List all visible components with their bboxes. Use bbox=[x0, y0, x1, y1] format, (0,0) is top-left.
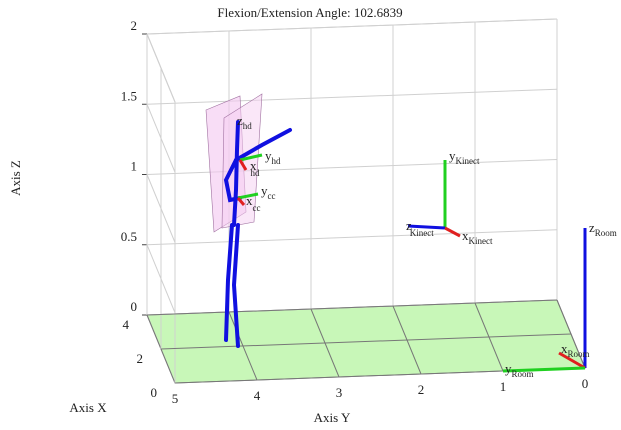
frame-axis bbox=[407, 224, 446, 230]
grid-line bbox=[146, 18, 558, 35]
y-tick-label: 4 bbox=[254, 388, 261, 403]
grid-line bbox=[160, 333, 572, 350]
z-tick-label: 0.5 bbox=[121, 229, 137, 244]
frame-label: yKinect bbox=[449, 148, 480, 166]
grid-line bbox=[146, 159, 558, 175]
chart-title: Flexion/Extension Angle: 102.6839 bbox=[217, 5, 402, 20]
x-axis-label: Axis X bbox=[69, 400, 107, 415]
grid-line bbox=[146, 299, 558, 316]
left-leg bbox=[224, 223, 234, 342]
frame-label: yhd bbox=[265, 148, 281, 166]
frame-label: zRoom bbox=[589, 220, 617, 238]
frames bbox=[236, 153, 587, 373]
z-tick-label: 1 bbox=[131, 159, 138, 174]
frame-axis bbox=[239, 153, 263, 162]
grid-line bbox=[146, 88, 558, 105]
x-tick-label: 2 bbox=[137, 351, 144, 366]
z-tick-label: 0 bbox=[131, 299, 138, 314]
x-tick-label: 0 bbox=[151, 385, 158, 400]
y-tick-label: 2 bbox=[418, 382, 425, 397]
y-tick-label: 0 bbox=[582, 376, 589, 391]
skeleton bbox=[223, 120, 292, 348]
frame-label: xcc bbox=[246, 193, 261, 213]
skeleton-scene bbox=[205, 93, 587, 373]
frame-label: xKinect bbox=[462, 228, 493, 246]
spine bbox=[232, 120, 240, 227]
frame-label: ycc bbox=[261, 183, 276, 201]
frame-axis bbox=[558, 351, 586, 370]
z-axis-label: Axis Z bbox=[8, 160, 23, 196]
z-tick-label: 1.5 bbox=[121, 88, 137, 103]
y-tick-label: 1 bbox=[500, 379, 507, 394]
right-leg bbox=[231, 223, 240, 348]
frame-label: xhd bbox=[250, 158, 260, 178]
frame-label: xRoom bbox=[561, 341, 590, 359]
frame-axis bbox=[502, 366, 586, 373]
y-axis-label: Axis Y bbox=[314, 410, 351, 425]
frame-label: zhd bbox=[237, 113, 252, 131]
frame-axis bbox=[237, 192, 259, 200]
frame-axis bbox=[236, 197, 246, 206]
axes-box bbox=[142, 18, 586, 384]
frame-label: zKinect bbox=[406, 218, 434, 238]
frame-label: yRoom bbox=[505, 361, 534, 379]
x-tick-label: 4 bbox=[123, 317, 130, 332]
y-tick-label: 5 bbox=[172, 391, 179, 406]
left-arm bbox=[223, 158, 242, 203]
y-tick-label: 3 bbox=[336, 385, 343, 400]
z-tick-label: 2 bbox=[131, 18, 138, 33]
frame-axis bbox=[238, 159, 248, 171]
right-arm bbox=[234, 128, 292, 162]
grid-line bbox=[146, 229, 558, 246]
frame-axis bbox=[444, 226, 461, 238]
annotations: zhd yhd xhd ycc xcc yKinect zKinect xKin… bbox=[237, 113, 617, 379]
